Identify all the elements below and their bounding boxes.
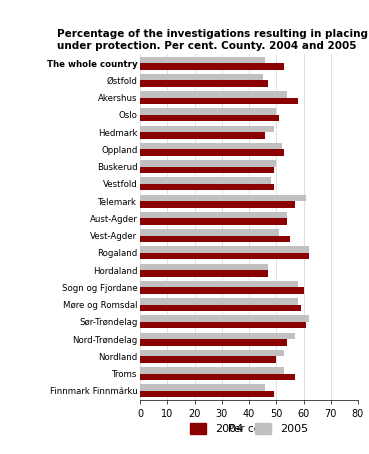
Bar xyxy=(140,126,273,132)
Bar xyxy=(140,109,276,115)
Bar xyxy=(140,91,287,98)
Bar xyxy=(140,143,282,149)
Bar xyxy=(140,247,309,253)
Bar xyxy=(140,253,309,259)
Bar xyxy=(140,333,295,339)
Bar xyxy=(140,149,284,156)
Bar xyxy=(140,281,298,287)
Bar xyxy=(140,339,287,345)
Bar xyxy=(140,305,301,311)
Bar xyxy=(140,167,273,173)
Text: Percentage of the investigations resulting in placing
under protection. Per cent: Percentage of the investigations resulti… xyxy=(58,30,369,51)
Bar xyxy=(140,229,279,236)
Bar xyxy=(140,218,287,225)
Bar xyxy=(140,132,265,138)
Bar xyxy=(140,316,309,322)
Bar xyxy=(140,356,276,363)
Bar xyxy=(140,178,271,184)
Bar xyxy=(140,63,284,69)
Bar xyxy=(140,374,295,380)
Bar xyxy=(140,236,290,242)
Bar xyxy=(140,287,303,294)
Bar xyxy=(140,160,276,167)
Bar xyxy=(140,80,268,87)
Legend: 2004, 2005: 2004, 2005 xyxy=(185,419,313,439)
Bar xyxy=(140,264,268,270)
Bar xyxy=(140,57,265,63)
Bar xyxy=(140,391,273,397)
Bar xyxy=(140,98,298,104)
Bar xyxy=(140,350,284,356)
Bar xyxy=(140,385,265,391)
Bar xyxy=(140,270,268,276)
Bar xyxy=(140,195,306,201)
X-axis label: Per cent: Per cent xyxy=(228,424,270,434)
Bar xyxy=(140,212,287,218)
Bar xyxy=(140,184,273,190)
Bar xyxy=(140,298,298,305)
Bar xyxy=(140,367,284,374)
Bar xyxy=(140,201,295,207)
Bar xyxy=(140,74,263,80)
Bar xyxy=(140,115,279,121)
Bar xyxy=(140,322,306,328)
